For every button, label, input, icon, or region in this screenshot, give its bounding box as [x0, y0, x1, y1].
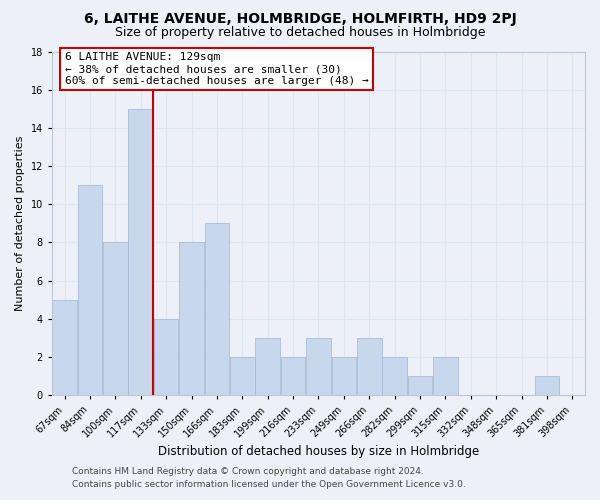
- Bar: [281, 357, 305, 395]
- Text: 6, LAITHE AVENUE, HOLMBRIDGE, HOLMFIRTH, HD9 2PJ: 6, LAITHE AVENUE, HOLMBRIDGE, HOLMFIRTH,…: [83, 12, 517, 26]
- Bar: [357, 338, 382, 395]
- Text: Contains HM Land Registry data © Crown copyright and database right 2024.
Contai: Contains HM Land Registry data © Crown c…: [72, 468, 466, 489]
- Bar: [408, 376, 433, 395]
- Bar: [256, 338, 280, 395]
- Text: 6 LAITHE AVENUE: 129sqm
← 38% of detached houses are smaller (30)
60% of semi-de: 6 LAITHE AVENUE: 129sqm ← 38% of detache…: [65, 52, 368, 86]
- Bar: [230, 357, 254, 395]
- Bar: [332, 357, 356, 395]
- Bar: [306, 338, 331, 395]
- Y-axis label: Number of detached properties: Number of detached properties: [15, 136, 25, 311]
- X-axis label: Distribution of detached houses by size in Holmbridge: Distribution of detached houses by size …: [158, 444, 479, 458]
- Bar: [78, 185, 103, 395]
- Text: Size of property relative to detached houses in Holmbridge: Size of property relative to detached ho…: [115, 26, 485, 39]
- Bar: [179, 242, 204, 395]
- Bar: [433, 357, 458, 395]
- Bar: [382, 357, 407, 395]
- Bar: [535, 376, 559, 395]
- Bar: [154, 318, 178, 395]
- Bar: [128, 109, 153, 395]
- Bar: [103, 242, 128, 395]
- Bar: [52, 300, 77, 395]
- Bar: [205, 224, 229, 395]
